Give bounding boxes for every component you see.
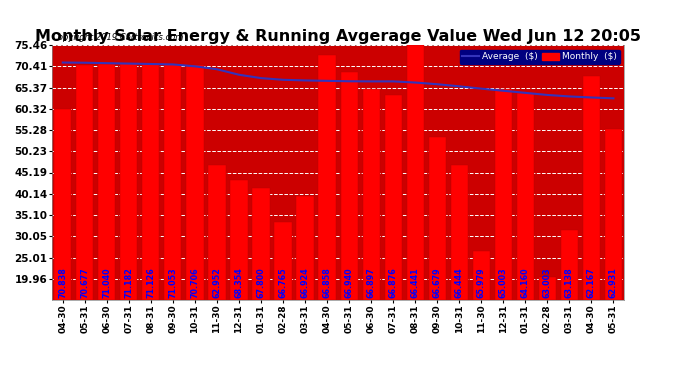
- Text: 66.858: 66.858: [323, 267, 332, 298]
- Text: 66.897: 66.897: [366, 267, 375, 298]
- Text: 62.931: 62.931: [609, 267, 618, 298]
- Text: 62.952: 62.952: [213, 267, 221, 298]
- Text: 71.126: 71.126: [146, 267, 155, 298]
- Bar: [164, 64, 181, 300]
- Text: Copyright 2019 Cartronics.com: Copyright 2019 Cartronics.com: [52, 33, 183, 42]
- Bar: [517, 93, 534, 300]
- Text: 71.040: 71.040: [102, 267, 111, 298]
- Bar: [561, 230, 578, 300]
- Text: 66.441: 66.441: [411, 267, 420, 298]
- Text: 66.765: 66.765: [279, 267, 288, 298]
- Bar: [605, 129, 622, 300]
- Text: 67.800: 67.800: [257, 267, 266, 298]
- Bar: [253, 188, 270, 300]
- Bar: [297, 196, 314, 300]
- Bar: [76, 65, 93, 300]
- Text: 70.838: 70.838: [58, 267, 67, 298]
- Bar: [120, 63, 137, 300]
- Bar: [142, 63, 159, 300]
- Bar: [539, 278, 556, 300]
- Bar: [583, 76, 600, 300]
- Text: 65.003: 65.003: [499, 267, 508, 298]
- Bar: [473, 251, 490, 300]
- Bar: [98, 64, 115, 300]
- Bar: [341, 72, 357, 300]
- Text: 65.979: 65.979: [477, 267, 486, 298]
- Text: 66.444: 66.444: [455, 267, 464, 298]
- Bar: [495, 89, 512, 300]
- Bar: [275, 222, 292, 300]
- Bar: [406, 45, 424, 300]
- Text: 62.167: 62.167: [587, 267, 596, 298]
- Bar: [186, 65, 204, 300]
- Text: 66.924: 66.924: [301, 267, 310, 298]
- Bar: [428, 138, 446, 300]
- Text: 64.160: 64.160: [521, 267, 530, 298]
- Text: 66.940: 66.940: [344, 267, 353, 298]
- Bar: [230, 180, 248, 300]
- Bar: [319, 56, 335, 300]
- Bar: [362, 89, 380, 300]
- Bar: [384, 95, 402, 300]
- Bar: [451, 165, 468, 300]
- Text: 66.679: 66.679: [433, 267, 442, 298]
- Text: 63.003: 63.003: [543, 267, 552, 298]
- Text: 71.053: 71.053: [168, 267, 177, 298]
- Bar: [208, 165, 226, 300]
- Text: 68.354: 68.354: [235, 267, 244, 298]
- Text: 70.706: 70.706: [190, 267, 199, 298]
- Legend: Average  ($), Monthly  ($): Average ($), Monthly ($): [460, 50, 620, 64]
- Text: 71.182: 71.182: [124, 267, 133, 298]
- Text: 70.677: 70.677: [80, 267, 89, 298]
- Text: 63.138: 63.138: [565, 267, 574, 298]
- Bar: [55, 109, 71, 300]
- Title: Monthly Solar Energy & Running Avgerage Value Wed Jun 12 20:05: Monthly Solar Energy & Running Avgerage …: [35, 29, 641, 44]
- Text: 66.876: 66.876: [388, 267, 397, 298]
